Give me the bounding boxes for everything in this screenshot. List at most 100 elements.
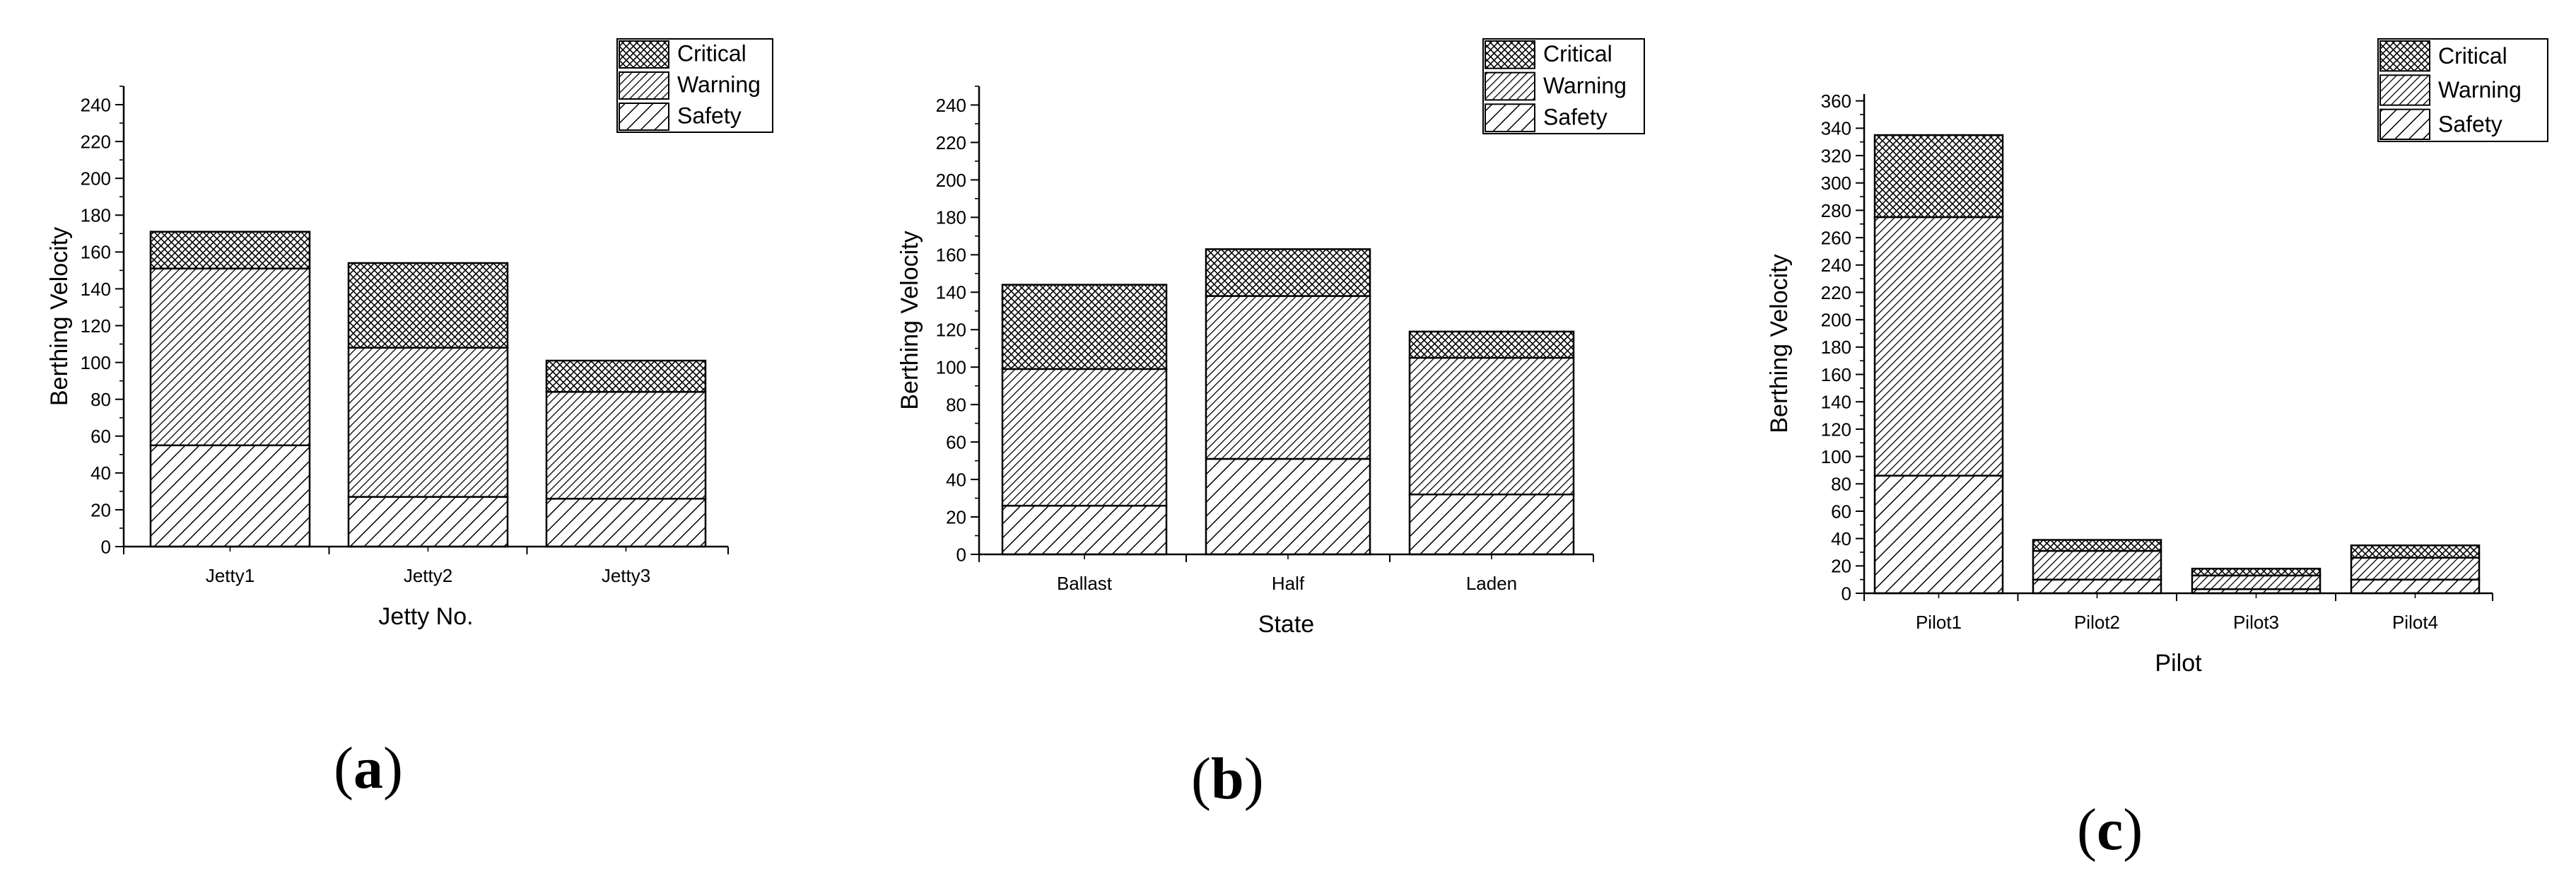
y-tick-label: 240 (81, 94, 111, 115)
legend-label-safety: Safety (1543, 104, 1608, 129)
y-tick-label: 140 (936, 282, 966, 303)
x-axis-label: Pilot (2155, 650, 2202, 677)
y-tick-label: 120 (81, 315, 111, 337)
bar-segment-critical-jetty1 (149, 231, 311, 270)
x-axis-label: State (1258, 611, 1314, 638)
y-tick-label: 80 (946, 395, 966, 416)
y-tick-label: 220 (936, 132, 966, 153)
x-tick-label: Jetty1 (206, 565, 254, 586)
legend-swatch-safety (619, 103, 669, 131)
y-tick-label: 260 (1821, 227, 1851, 248)
x-axis-label: Jetty No. (378, 603, 473, 630)
bar-segment-critical-pilot2 (2032, 539, 2162, 552)
panel-label-b: (b) (1191, 746, 1264, 812)
y-tick-label: 60 (1831, 501, 1851, 522)
bar-segment-warning-jetty1 (149, 267, 311, 447)
legend-label-critical: Critical (1543, 41, 1612, 66)
legend-swatch-safety (1485, 103, 1535, 132)
y-tick-label: 100 (1821, 446, 1851, 467)
y-tick-label: 0 (1842, 583, 1851, 604)
legend: Critical Warning Safety (1482, 38, 1645, 134)
bar-segment-safety-jetty1 (149, 444, 311, 548)
legend-label-critical: Critical (677, 41, 747, 66)
bar-segment-critical-ballast (1001, 284, 1168, 371)
y-tick-label: 160 (936, 245, 966, 266)
y-tick-label: 160 (81, 242, 111, 263)
legend-swatch-safety (2379, 108, 2430, 141)
bar-segment-critical-pilot4 (2350, 544, 2481, 559)
y-tick-label: 40 (946, 469, 966, 490)
y-tick-label: 120 (936, 320, 966, 341)
y-tick-label: 180 (1821, 337, 1851, 358)
x-tick-label: Pilot1 (1916, 612, 1962, 633)
panel-label-c: (c) (2077, 797, 2143, 863)
y-tick-label: 340 (1821, 118, 1851, 139)
y-tick-label: 240 (1821, 255, 1851, 276)
chart-panel-b: 0 20 40 60 80 100 120 140 160 180 200 220 240 Ballast… (896, 38, 1645, 638)
y-tick-label: 0 (101, 536, 111, 557)
bar-segment-safety-jetty2 (347, 496, 509, 548)
y-tick-label: 40 (90, 462, 111, 484)
chart-panel-a: 0 20 40 60 80 100 120 140 160 180 200 220 240 Jetty1 J… (46, 38, 773, 630)
bar-segment-warning-jetty3 (545, 391, 707, 500)
legend-swatch-critical (619, 40, 669, 69)
y-tick-label: 60 (946, 431, 966, 453)
bar-segment-safety-ballast (1001, 504, 1168, 556)
bar-segment-critical-jetty2 (347, 262, 509, 349)
y-tick-label: 240 (936, 95, 966, 116)
bar-segment-critical-pilot1 (1873, 134, 2004, 218)
y-tick-label: 20 (946, 506, 966, 527)
x-tick-label: Jetty2 (404, 565, 452, 586)
x-tick-label: Jetty3 (602, 565, 650, 586)
bar-segment-warning-pilot1 (1873, 216, 2004, 477)
y-tick-label: 80 (1831, 474, 1851, 495)
bar-segment-safety-pilot1 (1873, 474, 2004, 595)
y-tick-label: 200 (81, 168, 111, 190)
bar-segment-critical-laden (1408, 330, 1575, 359)
y-tick-label: 220 (1821, 282, 1851, 303)
bar-segment-safety-pilot2 (2032, 578, 2162, 595)
y-tick-label: 220 (81, 131, 111, 152)
x-tick-label: Pilot4 (2392, 612, 2438, 633)
bar-segment-critical-jetty3 (545, 359, 707, 393)
legend-swatch-warning (1485, 71, 1535, 101)
y-tick-label: 200 (1821, 310, 1851, 331)
y-tick-label: 360 (1821, 91, 1851, 112)
bar-segment-warning-pilot2 (2032, 549, 2162, 581)
bar-segment-warning-pilot4 (2350, 556, 2481, 581)
bar-segment-critical-pilot3 (2191, 567, 2322, 577)
y-tick-label: 40 (1831, 528, 1851, 549)
legend-swatch-warning (619, 71, 669, 100)
legend-label-safety: Safety (677, 103, 742, 129)
y-tick-label: 20 (1831, 556, 1851, 577)
legend-swatch-warning (2379, 74, 2430, 106)
legend-swatch-critical (2379, 40, 2430, 72)
legend-label-warning: Warning (677, 72, 761, 98)
legend-label-warning: Warning (1543, 73, 1627, 98)
y-tick-label: 140 (1821, 392, 1851, 413)
x-tick-label: Half (1272, 573, 1305, 594)
bar-segment-safety-laden (1408, 494, 1575, 556)
y-tick-label: 80 (90, 389, 111, 410)
bar-segment-critical-half (1205, 248, 1371, 297)
y-tick-label: 20 (90, 499, 111, 520)
y-tick-label: 280 (1821, 200, 1851, 221)
y-axis-label: Berthing Velocity (1766, 254, 1793, 433)
x-tick-label: Pilot3 (2233, 612, 2279, 633)
x-tick-label: Ballast (1057, 573, 1113, 594)
legend: Critical Warning Safety (616, 38, 773, 133)
y-tick-label: 60 (90, 426, 111, 447)
bar-segment-warning-ballast (1001, 368, 1168, 507)
bar-segment-warning-jetty2 (347, 346, 509, 498)
y-tick-label: 120 (1821, 419, 1851, 440)
legend-label-safety: Safety (2438, 111, 2502, 136)
y-tick-label: 180 (81, 205, 111, 226)
legend-label-warning: Warning (2438, 77, 2522, 103)
x-tick-label: Laden (1466, 573, 1517, 594)
chart-panel-c: 0 20 40 60 80 100 120 140 160 180 200 220 240 260 280 3… (1766, 38, 2548, 677)
legend: Critical Warning Safety (2377, 38, 2548, 142)
y-tick-label: 0 (956, 544, 966, 565)
bar-segment-warning-laden (1408, 356, 1575, 496)
x-tick-label: Pilot2 (2074, 612, 2120, 633)
y-tick-label: 200 (936, 170, 966, 191)
